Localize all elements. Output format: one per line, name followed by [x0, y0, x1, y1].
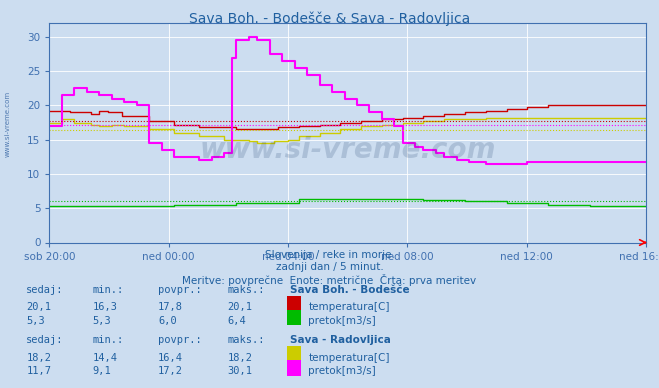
Text: Sava Boh. - Bodešče: Sava Boh. - Bodešče — [290, 285, 410, 295]
Text: www.si-vreme.com: www.si-vreme.com — [5, 91, 11, 157]
Text: Sava Boh. - Bodešče & Sava - Radovljica: Sava Boh. - Bodešče & Sava - Radovljica — [189, 12, 470, 26]
Text: 9,1: 9,1 — [92, 366, 111, 376]
Text: povpr.:: povpr.: — [158, 285, 202, 295]
Text: maks.:: maks.: — [227, 285, 265, 295]
Text: Slovenija / reke in morje.: Slovenija / reke in morje. — [264, 250, 395, 260]
Text: 5,3: 5,3 — [92, 316, 111, 326]
Text: zadnji dan / 5 minut.: zadnji dan / 5 minut. — [275, 262, 384, 272]
Text: 6,4: 6,4 — [227, 316, 246, 326]
Text: temperatura[C]: temperatura[C] — [308, 353, 390, 363]
Text: 14,4: 14,4 — [92, 353, 117, 363]
Text: 17,8: 17,8 — [158, 302, 183, 312]
Text: 20,1: 20,1 — [26, 302, 51, 312]
Text: 6,0: 6,0 — [158, 316, 177, 326]
Text: maks.:: maks.: — [227, 335, 265, 345]
Text: 18,2: 18,2 — [227, 353, 252, 363]
Text: 16,3: 16,3 — [92, 302, 117, 312]
Text: sedaj:: sedaj: — [26, 285, 64, 295]
Text: temperatura[C]: temperatura[C] — [308, 302, 390, 312]
Text: www.si-vreme.com: www.si-vreme.com — [200, 137, 496, 165]
Text: Sava - Radovljica: Sava - Radovljica — [290, 335, 391, 345]
Text: min.:: min.: — [92, 285, 123, 295]
Text: povpr.:: povpr.: — [158, 335, 202, 345]
Text: 16,4: 16,4 — [158, 353, 183, 363]
Text: 5,3: 5,3 — [26, 316, 45, 326]
Text: pretok[m3/s]: pretok[m3/s] — [308, 316, 376, 326]
Text: 17,2: 17,2 — [158, 366, 183, 376]
Text: min.:: min.: — [92, 335, 123, 345]
Text: pretok[m3/s]: pretok[m3/s] — [308, 366, 376, 376]
Text: sedaj:: sedaj: — [26, 335, 64, 345]
Text: 30,1: 30,1 — [227, 366, 252, 376]
Text: Meritve: povprečne  Enote: metrične  Črta: prva meritev: Meritve: povprečne Enote: metrične Črta:… — [183, 274, 476, 286]
Text: 20,1: 20,1 — [227, 302, 252, 312]
Text: 18,2: 18,2 — [26, 353, 51, 363]
Text: 11,7: 11,7 — [26, 366, 51, 376]
